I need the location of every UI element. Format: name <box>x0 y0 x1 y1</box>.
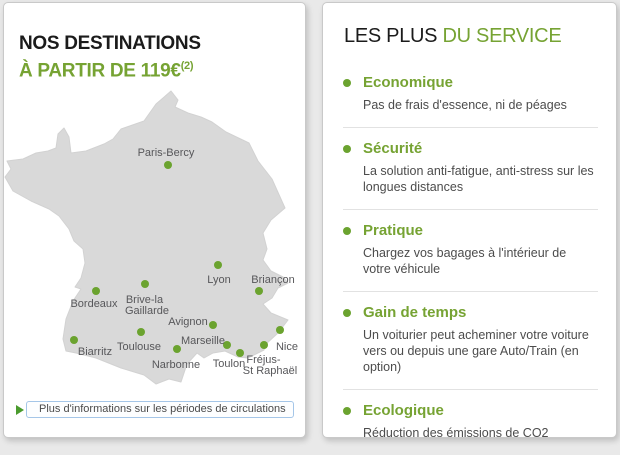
bullet-icon <box>343 308 351 317</box>
destinations-title-line1: NOS DESTINATIONS <box>19 32 201 54</box>
bullet-icon <box>343 226 351 235</box>
benefit-heading: Economique <box>363 74 454 91</box>
france-outline <box>4 90 289 385</box>
map-label: Paris-Bercy <box>138 147 195 159</box>
map-marker-biarritz: Biarritz <box>70 336 112 358</box>
bullet-icon <box>343 78 351 87</box>
list-item-securite: Sécurité La solution anti-fatigue, anti-… <box>343 127 598 209</box>
map-label: Bordeaux <box>70 298 118 310</box>
city-dot <box>92 287 100 295</box>
city-dot <box>255 287 263 295</box>
city-dot <box>236 349 244 357</box>
map-label: Toulon <box>213 358 245 370</box>
map-marker-marseille: Marseille <box>181 335 231 349</box>
map-marker-paris-bercy: Paris-Bercy <box>138 147 195 169</box>
map-label: Toulouse <box>117 341 161 353</box>
benefit-heading: Ecologique <box>363 402 444 419</box>
service-title-green: DU SERVICE <box>442 25 562 47</box>
map-marker-toulouse: Toulouse <box>117 328 161 353</box>
map-label: Lyon <box>207 274 230 286</box>
benefit-description: La solution anti-fatigue, anti-stress su… <box>363 164 594 194</box>
map-label: Avignon <box>168 316 208 328</box>
map-marker-lyon: Lyon <box>207 261 231 286</box>
service-panel: LES PLUS DU SERVICE Economique Pas de fr… <box>322 2 617 440</box>
service-benefits-list: Economique Pas de frais d'essence, ni de… <box>343 62 598 455</box>
map-label: Briançon <box>251 274 294 286</box>
france-map: Paris-Bercy Lyon Briançon Bordeaux Brive… <box>4 90 298 385</box>
map-label: Narbonne <box>152 359 200 371</box>
circulation-info-link[interactable]: Plus d'informations sur les périodes de … <box>16 401 294 418</box>
destinations-title: NOS DESTINATIONS À PARTIR DE 119€(2) <box>19 32 201 82</box>
map-marker-frejus-st-raphael: Fréjus- St Raphaël <box>243 341 297 377</box>
map-label: Nice <box>276 341 298 353</box>
city-dot <box>223 341 231 349</box>
city-dot <box>214 261 222 269</box>
map-marker-toulon: Toulon <box>213 349 245 370</box>
map-label: Fréjus- St Raphaël <box>243 354 297 377</box>
map-marker-bordeaux: Bordeaux <box>70 287 118 310</box>
map-marker-briancon: Briançon <box>251 274 295 295</box>
city-dot <box>276 326 284 334</box>
map-label: Biarritz <box>78 346 112 358</box>
benefit-description: Pas de frais d'essence, ni de péages <box>363 98 567 112</box>
bullet-icon <box>343 406 351 415</box>
list-item-economique: Economique Pas de frais d'essence, ni de… <box>343 62 598 127</box>
list-item-gain-de-temps: Gain de temps Un voiturier peut achemine… <box>343 291 598 389</box>
city-dot <box>164 161 172 169</box>
list-item-ecologique: Ecologique Réduction des émissions de CO… <box>343 389 598 455</box>
benefit-heading: Pratique <box>363 222 424 239</box>
map-marker-avignon: Avignon <box>168 316 217 329</box>
list-item-pratique: Pratique Chargez vos bagages à l'intérie… <box>343 209 598 291</box>
service-title: LES PLUS DU SERVICE <box>344 25 598 48</box>
city-dot <box>173 345 181 353</box>
destinations-title-footnote: (2) <box>180 59 194 72</box>
map-label: Brive-la Gaillarde <box>125 294 169 317</box>
map-label: Marseille <box>181 335 225 347</box>
benefit-description: Chargez vos bagages à l'intérieur de vot… <box>363 246 567 276</box>
city-dot <box>70 336 78 344</box>
service-title-black: LES PLUS <box>344 25 438 47</box>
city-dot <box>137 328 145 336</box>
benefit-heading: Gain de temps <box>363 304 467 321</box>
city-dot <box>141 280 149 288</box>
bullet-icon <box>343 144 351 153</box>
arrow-right-icon <box>16 404 24 415</box>
destinations-title-line2: À PARTIR DE 119€ <box>19 60 181 82</box>
benefit-description: Un voiturier peut acheminer votre voitur… <box>363 328 589 374</box>
map-marker-brive-la-gaillarde: Brive-la Gaillarde <box>125 280 169 317</box>
map-marker-narbonne: Narbonne <box>152 345 200 371</box>
destinations-panel: Paris-Bercy Lyon Briançon Bordeaux Brive… <box>3 2 306 438</box>
benefit-heading: Sécurité <box>363 140 423 157</box>
city-dot <box>260 341 268 349</box>
map-marker-nice: Nice <box>276 326 298 353</box>
benefit-description: Réduction des émissions de CO2 <box>363 426 549 440</box>
city-dot <box>209 321 217 329</box>
circulation-info-link-label: Plus d'informations sur les périodes de … <box>26 401 294 418</box>
